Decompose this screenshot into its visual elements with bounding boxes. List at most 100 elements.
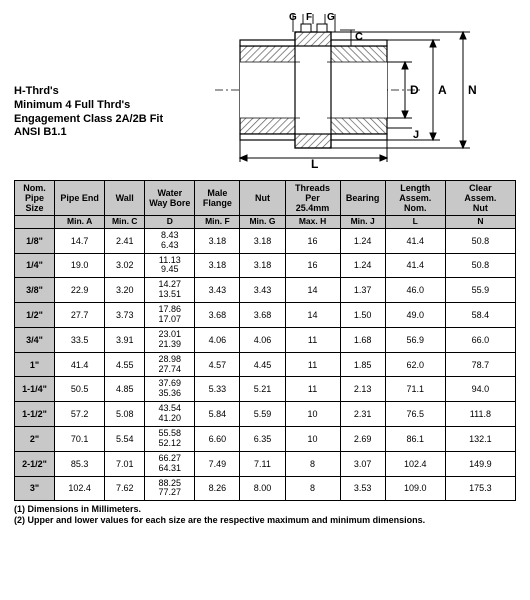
cell: 3.07 bbox=[340, 451, 385, 476]
col-header: MaleFlange bbox=[195, 181, 240, 216]
cell: 1/4" bbox=[15, 253, 55, 278]
cell: 3.18 bbox=[195, 228, 240, 253]
cell: 71.1 bbox=[385, 377, 445, 402]
cell: 175.3 bbox=[445, 476, 515, 501]
cell: 5.54 bbox=[105, 427, 145, 452]
footnote: (1) Dimensions in Millimeters. bbox=[14, 504, 516, 514]
cell: 57.2 bbox=[55, 402, 105, 427]
note-line: Engagement Class 2A/2B Fit bbox=[14, 113, 184, 127]
cell: 2.13 bbox=[340, 377, 385, 402]
cell: 1.68 bbox=[340, 327, 385, 352]
cell: 70.1 bbox=[55, 427, 105, 452]
cell: 7.01 bbox=[105, 451, 145, 476]
cell: 14 bbox=[285, 278, 340, 303]
cell: 5.84 bbox=[195, 402, 240, 427]
cell: 1.85 bbox=[340, 352, 385, 377]
col-subheader bbox=[15, 216, 55, 229]
cell: 1.50 bbox=[340, 303, 385, 328]
dim-C: C bbox=[355, 31, 363, 43]
cell: 7.11 bbox=[240, 451, 285, 476]
cell: 1-1/4" bbox=[15, 377, 55, 402]
cell: 3.91 bbox=[105, 327, 145, 352]
cell: 78.7 bbox=[445, 352, 515, 377]
dim-G2: G bbox=[327, 12, 335, 23]
col-subheader: L bbox=[385, 216, 445, 229]
footnotes: (1) Dimensions in Millimeters. (2) Upper… bbox=[14, 504, 516, 525]
cell: 49.0 bbox=[385, 303, 445, 328]
col-header: Bearing bbox=[340, 181, 385, 216]
cell: 109.0 bbox=[385, 476, 445, 501]
table-row: 3"102.47.6288.2577.278.268.0083.53109.01… bbox=[15, 476, 516, 501]
col-header: WaterWay Bore bbox=[145, 181, 195, 216]
cell: 3/4" bbox=[15, 327, 55, 352]
cell: 11.139.45 bbox=[145, 253, 195, 278]
cell: 2-1/2" bbox=[15, 451, 55, 476]
cell: 14 bbox=[285, 303, 340, 328]
cell: 27.7 bbox=[55, 303, 105, 328]
cell: 62.0 bbox=[385, 352, 445, 377]
table-row: 1-1/2"57.25.0843.5441.205.845.59102.3176… bbox=[15, 402, 516, 427]
cell: 8 bbox=[285, 476, 340, 501]
col-subheader: Min. A bbox=[55, 216, 105, 229]
cell: 55.5852.12 bbox=[145, 427, 195, 452]
cell: 3.68 bbox=[240, 303, 285, 328]
cell: 4.85 bbox=[105, 377, 145, 402]
col-subheader: Min. G bbox=[240, 216, 285, 229]
cell: 8.00 bbox=[240, 476, 285, 501]
cell: 3.43 bbox=[240, 278, 285, 303]
cell: 3.18 bbox=[195, 253, 240, 278]
cell: 2.31 bbox=[340, 402, 385, 427]
table-row: 1/4"19.03.0211.139.453.183.18161.2441.45… bbox=[15, 253, 516, 278]
cell: 3/8" bbox=[15, 278, 55, 303]
cell: 43.5441.20 bbox=[145, 402, 195, 427]
cell: 50.8 bbox=[445, 253, 515, 278]
dim-J: J bbox=[413, 129, 419, 141]
cell: 1-1/2" bbox=[15, 402, 55, 427]
cell: 3.43 bbox=[195, 278, 240, 303]
cell: 132.1 bbox=[445, 427, 515, 452]
cell: 4.55 bbox=[105, 352, 145, 377]
cell: 6.35 bbox=[240, 427, 285, 452]
cell: 2.69 bbox=[340, 427, 385, 452]
cell: 46.0 bbox=[385, 278, 445, 303]
col-header: Wall bbox=[105, 181, 145, 216]
cell: 3.20 bbox=[105, 278, 145, 303]
cell: 7.49 bbox=[195, 451, 240, 476]
cell: 1.24 bbox=[340, 253, 385, 278]
cell: 86.1 bbox=[385, 427, 445, 452]
cell: 50.8 bbox=[445, 228, 515, 253]
col-header: ClearAssem.Nut bbox=[445, 181, 515, 216]
cell: 33.5 bbox=[55, 327, 105, 352]
cell: 11 bbox=[285, 327, 340, 352]
cell: 1.24 bbox=[340, 228, 385, 253]
cell: 5.33 bbox=[195, 377, 240, 402]
cell: 8.26 bbox=[195, 476, 240, 501]
cell: 41.4 bbox=[55, 352, 105, 377]
col-subheader: D bbox=[145, 216, 195, 229]
union-diagram: L G F G C bbox=[184, 10, 516, 170]
dim-F: F bbox=[306, 12, 312, 23]
cell: 102.4 bbox=[55, 476, 105, 501]
dim-L: L bbox=[311, 157, 318, 170]
table-row: 1/2"27.73.7317.8617.073.683.68141.5049.0… bbox=[15, 303, 516, 328]
col-header: Nut bbox=[240, 181, 285, 216]
col-subheader: Max. H bbox=[285, 216, 340, 229]
cell: 5.59 bbox=[240, 402, 285, 427]
cell: 3.73 bbox=[105, 303, 145, 328]
cell: 3.68 bbox=[195, 303, 240, 328]
cell: 7.62 bbox=[105, 476, 145, 501]
cell: 88.2577.27 bbox=[145, 476, 195, 501]
cell: 66.2764.31 bbox=[145, 451, 195, 476]
cell: 85.3 bbox=[55, 451, 105, 476]
cell: 149.9 bbox=[445, 451, 515, 476]
cell: 2" bbox=[15, 427, 55, 452]
col-header: Nom.PipeSize bbox=[15, 181, 55, 216]
cell: 14.7 bbox=[55, 228, 105, 253]
footnote: (2) Upper and lower values for each size… bbox=[14, 515, 516, 525]
cell: 23.0121.39 bbox=[145, 327, 195, 352]
thread-notes: H-Thrd's Minimum 4 Full Thrd's Engagemen… bbox=[14, 85, 184, 170]
col-subheader: Min. C bbox=[105, 216, 145, 229]
cell: 5.08 bbox=[105, 402, 145, 427]
cell: 3.02 bbox=[105, 253, 145, 278]
col-subheader: Min. J bbox=[340, 216, 385, 229]
